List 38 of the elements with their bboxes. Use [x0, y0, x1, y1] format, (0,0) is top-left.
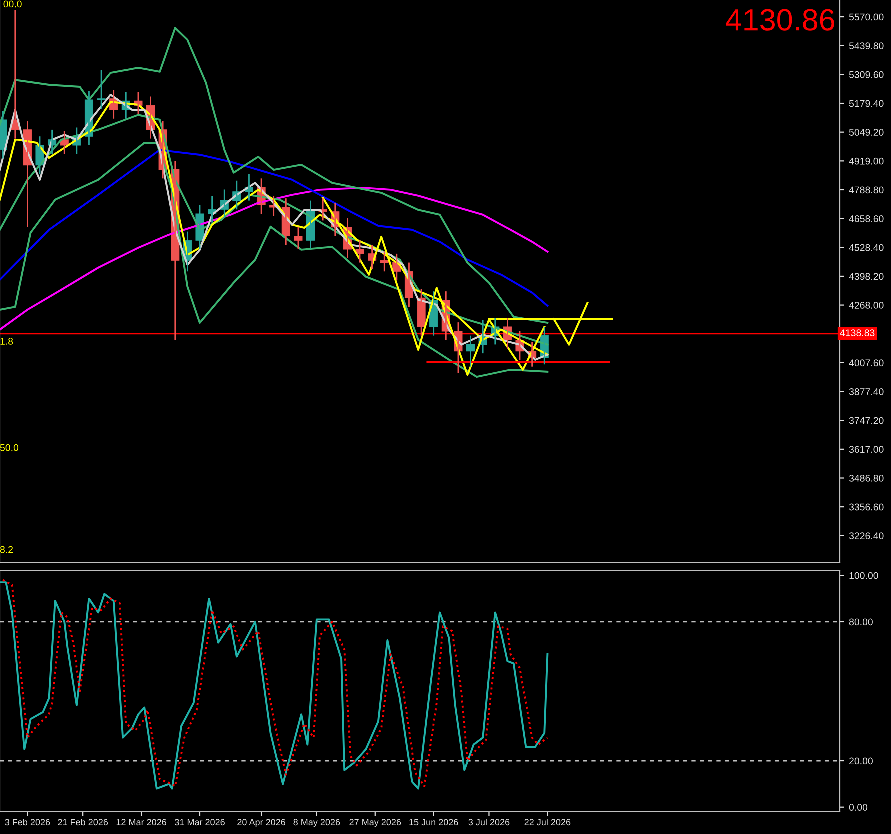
y-tick-label: 4658.60: [849, 216, 884, 222]
y-tick-label: 5179.40: [849, 100, 884, 108]
y-tick-label: 4919.00: [849, 158, 884, 165]
x-tick-label: 20 Apr 2026: [238, 819, 286, 828]
y-tick-label: 100.00: [850, 572, 878, 580]
x-tick-label: 27 May 2026: [350, 819, 402, 828]
y-tick-label: 4788.80: [849, 186, 884, 194]
annotation: 50.0: [0, 444, 19, 452]
y-tick-label: 3226.40: [849, 532, 884, 540]
x-tick-label: 12 Mar 2026: [116, 819, 166, 826]
y-tick-label: 20.00: [850, 758, 873, 765]
y-tick-label: 4268.00: [849, 302, 884, 309]
annotation: 1.8: [0, 338, 14, 345]
ref-line-label: 4138.83: [840, 330, 875, 337]
y-tick-label: 3877.40: [849, 388, 884, 396]
annotation: 4130.86: [726, 9, 834, 31]
y-tick-label: 4398.20: [849, 273, 884, 280]
y-tick-label: 0.00: [849, 804, 868, 811]
y-tick-label: 3747.20: [849, 417, 884, 424]
y-tick-label: 4007.60: [849, 360, 884, 367]
y-tick-label: 5439.80: [849, 42, 884, 50]
y-tick-label: 5309.60: [849, 71, 884, 78]
y-tick-label: 5570.00: [849, 14, 884, 21]
annotation: 00.0: [4, 0, 22, 8]
y-tick-label: 5049.20: [849, 129, 884, 136]
x-tick-label: 31 Mar 2026: [175, 819, 225, 826]
x-tick-label: 15 Jun 2026: [410, 819, 458, 826]
y-tick-label: 3617.00: [849, 446, 884, 454]
x-tick-label: 3 Feb 2026: [5, 818, 50, 826]
y-tick-label: 3486.80: [849, 474, 884, 482]
annotation: 8.2: [0, 546, 14, 554]
x-tick-label: 22 Jul 2026: [524, 818, 571, 826]
x-tick-label: 21 Feb 2026: [58, 818, 108, 826]
y-tick-label: 4528.40: [849, 244, 884, 252]
y-tick-label: 3356.60: [849, 504, 884, 511]
x-tick-label: 8 May 2026: [294, 819, 340, 828]
y-tick-label: 80.00: [849, 618, 873, 626]
x-tick-label: 3 Jul 2026: [468, 818, 510, 826]
